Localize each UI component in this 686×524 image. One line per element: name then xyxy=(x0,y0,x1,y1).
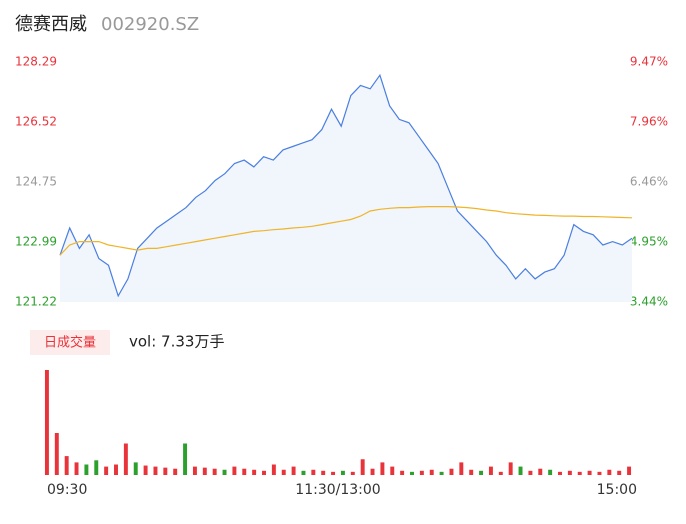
volume-bar xyxy=(104,466,109,475)
volume-bar xyxy=(143,465,148,475)
volume-bar xyxy=(479,470,484,475)
y-tick-label: 124.75 xyxy=(15,175,57,189)
volume-bar xyxy=(133,462,138,475)
volume-bar xyxy=(439,471,444,475)
stock-code: 002920.SZ xyxy=(101,14,199,35)
volume-bar xyxy=(587,470,592,475)
volume-bar xyxy=(84,464,89,475)
x-tick-label: 09:30 xyxy=(47,482,87,498)
y-tick-label: 121.22 xyxy=(15,295,57,309)
volume-bar xyxy=(311,469,316,475)
volume-bar xyxy=(627,466,632,475)
stock-name: 德赛西威 xyxy=(15,14,87,35)
volume-bar xyxy=(222,469,227,475)
volume-bar xyxy=(281,469,286,475)
volume-bar xyxy=(173,468,178,475)
volume-bar xyxy=(44,370,49,475)
volume-value: vol: 7.33万手 xyxy=(129,333,224,351)
volume-bar xyxy=(183,443,188,475)
volume-bar xyxy=(202,467,207,475)
volume-bar xyxy=(262,470,266,475)
y2-tick-label: 7.96% xyxy=(630,115,668,129)
volume-tab-label[interactable]: 日成交量 xyxy=(44,335,96,351)
volume-bar xyxy=(548,469,553,475)
y2-tick-label: 6.46% xyxy=(630,174,668,188)
volume-bar xyxy=(567,470,572,475)
volume-tab[interactable] xyxy=(30,330,110,355)
volume-bar xyxy=(617,470,622,475)
volume-bar xyxy=(400,470,405,475)
price-line xyxy=(59,73,633,298)
y2-tick-label: 3.44% xyxy=(630,295,668,309)
volume-bar xyxy=(163,467,168,475)
volume-bar xyxy=(331,471,336,475)
volume-bar xyxy=(429,469,434,475)
volume-bar xyxy=(271,464,276,475)
volume-bar xyxy=(360,459,365,475)
volume-bar xyxy=(321,470,326,475)
volume-bar xyxy=(577,471,582,475)
volume-bar xyxy=(528,470,533,475)
volume-bar xyxy=(410,471,414,475)
volume-bar xyxy=(252,469,257,475)
volume-bar xyxy=(380,462,385,475)
volume-bar xyxy=(301,470,306,475)
y-tick-label: 128.29 xyxy=(15,55,57,69)
volume-bar xyxy=(488,466,493,475)
volume-bar xyxy=(291,466,296,475)
volume-bar xyxy=(390,466,395,475)
volume-bar xyxy=(153,466,158,475)
volume-bar xyxy=(518,466,523,475)
volume-bar xyxy=(498,471,503,475)
volume-bar xyxy=(340,470,345,475)
volume-bar xyxy=(192,466,197,475)
volume-bar xyxy=(54,433,59,475)
volume-bar xyxy=(242,468,247,475)
volume-bar xyxy=(607,469,612,475)
y-tick-label: 126.52 xyxy=(15,115,57,129)
y2-tick-label: 9.47% xyxy=(630,55,668,69)
y2-tick-label: 4.95% xyxy=(630,234,668,248)
volume-bar xyxy=(94,460,99,475)
x-tick-label: 11:30/13:00 xyxy=(295,482,380,498)
volume-bar xyxy=(212,468,217,475)
volume-bar xyxy=(558,471,562,475)
volume-bar xyxy=(114,464,118,475)
volume-bar xyxy=(419,470,424,475)
volume-bar xyxy=(597,471,602,475)
volume-bar xyxy=(459,462,464,475)
average-line xyxy=(59,206,633,256)
volume-bar xyxy=(232,466,237,475)
volume-bar xyxy=(538,468,543,475)
y-tick-label: 122.99 xyxy=(15,234,57,248)
volume-bar xyxy=(350,471,355,475)
volume-bar xyxy=(449,468,454,475)
volume-bar xyxy=(370,468,375,475)
volume-bar xyxy=(508,462,513,475)
volume-bar xyxy=(123,443,128,475)
volume-bar xyxy=(64,456,69,475)
volume-bar xyxy=(469,469,474,475)
volume-bar xyxy=(74,462,79,475)
x-tick-label: 15:00 xyxy=(597,482,637,498)
